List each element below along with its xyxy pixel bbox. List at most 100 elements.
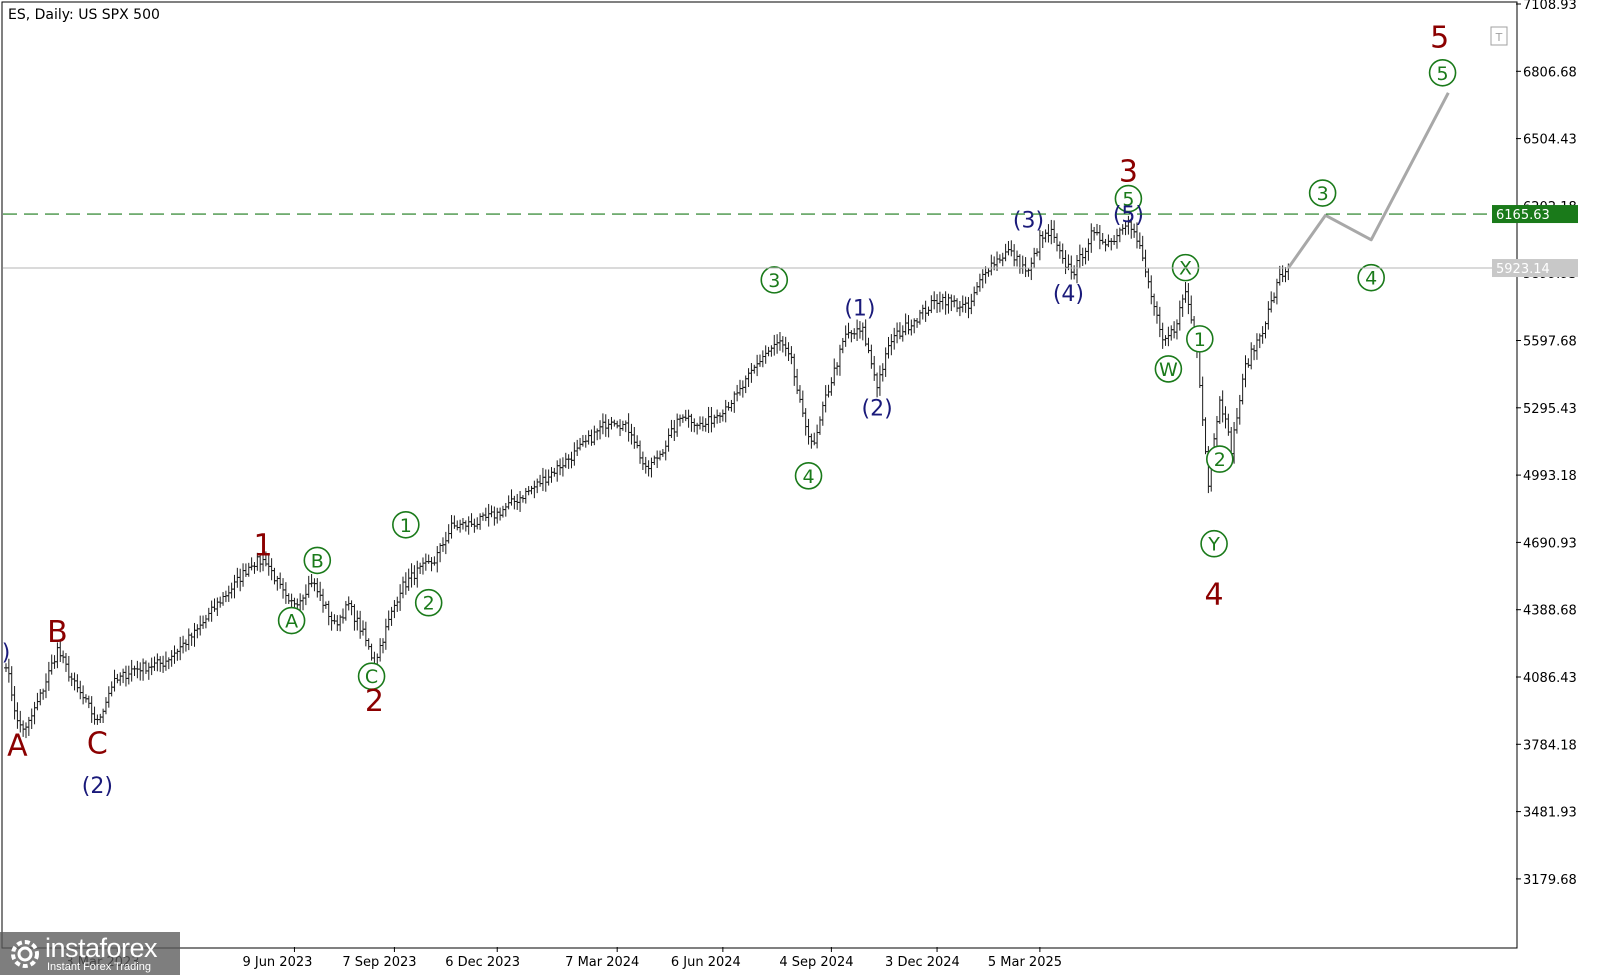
- y-tick-label: 3179.68: [1523, 873, 1577, 888]
- y-tick-label: 3784.18: [1523, 738, 1577, 753]
- x-tick-label: 9 Jun 2023: [242, 955, 312, 970]
- wave-label-circled: 5: [1114, 184, 1143, 213]
- wave-label-circled: C: [357, 662, 386, 691]
- wave-labels: )ABC(2)1ABC21234(1)(2)(3)(4)35(5)XW12Y43…: [2, 21, 1457, 799]
- wave-label-ring: [392, 510, 420, 539]
- y-tick-label: 4690.93: [1523, 536, 1577, 551]
- wave-label-circled: W: [1154, 355, 1183, 383]
- resistance-tag: [1492, 205, 1578, 224]
- y-tick-label: 4086.43: [1523, 671, 1577, 686]
- brand-watermark: instaforex Instant Forex Trading: [0, 932, 180, 975]
- x-tick-label: 6 Jun 2024: [671, 955, 741, 970]
- price-bars: [4, 215, 1291, 739]
- gear-logo-icon: [11, 940, 39, 968]
- wave-label: (3): [1013, 208, 1044, 233]
- wave-label-text: B: [311, 550, 324, 572]
- wave-label-text: Y: [1207, 534, 1220, 556]
- wave-label-ring: [794, 462, 823, 490]
- x-tick-label: 7 Sep 2023: [342, 955, 416, 970]
- wave-label-ring: [1200, 529, 1228, 558]
- y-tick-label: 4388.68: [1523, 604, 1577, 619]
- wave-label-ring: [1154, 355, 1183, 383]
- wave-label: A: [7, 729, 28, 764]
- x-tick-label: 6 Dec 2023: [445, 955, 520, 970]
- wave-label: (2): [82, 774, 113, 799]
- wave-label: 1: [253, 528, 272, 563]
- wave-label-text: 4: [802, 466, 814, 488]
- wave-label-circled: 1: [392, 510, 420, 539]
- y-tick-label: 4993.18: [1523, 469, 1577, 484]
- brand-tagline: Instant Forex Trading: [47, 961, 151, 973]
- wave-label-circled: B: [303, 546, 332, 575]
- wave-label-circled: 1: [1186, 325, 1214, 353]
- wave-label-text: 1: [400, 515, 412, 537]
- x-tick-label: 3 Dec 2024: [885, 955, 960, 970]
- wave-label-ring: [760, 266, 789, 294]
- y-tick-label: 6806.68: [1523, 65, 1577, 80]
- wave-label-ring: [1357, 263, 1385, 292]
- wave-label-text: 1: [1194, 329, 1206, 351]
- wave-label: 4: [1205, 577, 1224, 612]
- wave-label-ring: [1186, 325, 1214, 353]
- y-tick-label: 6504.43: [1523, 133, 1577, 148]
- wave-label-text: 5: [1122, 189, 1134, 211]
- wave-label-ring: [303, 546, 332, 575]
- wave-label-circled: 5: [1428, 58, 1457, 87]
- wave-label-ring: [1114, 184, 1143, 213]
- wave-label: (4): [1053, 282, 1084, 307]
- chart-corner-button[interactable]: T: [1490, 26, 1508, 46]
- wave-label-ring: [414, 588, 443, 617]
- levels: 6165.63 5923.14: [3, 205, 1578, 278]
- wave-label-text: 4: [1365, 268, 1377, 290]
- wave-label-circled: 2: [1206, 445, 1234, 473]
- trade-icon: T: [1495, 31, 1503, 44]
- wave-label: 5: [1430, 21, 1449, 56]
- wave-label: ): [2, 640, 11, 665]
- wave-label-circled: 3: [1308, 179, 1337, 207]
- wave-label-ring: [277, 606, 306, 635]
- wave-label-ring: [357, 662, 386, 691]
- wave-label-text: 2: [423, 593, 435, 615]
- wave-label: 3: [1119, 154, 1138, 189]
- wave-label: (1): [844, 296, 875, 321]
- wave-label: 2: [365, 684, 384, 719]
- wave-label-circled: Y: [1200, 529, 1228, 558]
- wave-label-ring: [1206, 445, 1234, 473]
- wave-label: (2): [861, 397, 892, 422]
- wave-label-text: 2: [1214, 449, 1226, 471]
- y-tick-label: 5597.68: [1523, 335, 1577, 350]
- current-price-label: 5923.14: [1496, 262, 1550, 277]
- wave-label-text: 3: [768, 270, 780, 292]
- resistance-label: 6165.63: [1496, 208, 1550, 223]
- wave-label-ring: [1308, 179, 1337, 207]
- wave-label-text: W: [1159, 359, 1178, 381]
- brand-name: instaforex: [45, 933, 158, 963]
- y-tick-label: 7108.93: [1523, 0, 1577, 13]
- wave-label-text: X: [1179, 258, 1192, 280]
- wave-label-circled: 4: [1357, 263, 1385, 292]
- x-tick-label: 5 Mar 2025: [988, 955, 1062, 970]
- wave-label-circled: 4: [794, 462, 823, 490]
- projection-line: [1287, 92, 1450, 269]
- wave-label-ring: [1428, 58, 1457, 87]
- x-tick-label: 4 Sep 2024: [779, 955, 853, 970]
- wave-label-text: 5: [1437, 63, 1449, 85]
- wave-label-text: A: [285, 611, 298, 633]
- wave-label-circled: 2: [414, 588, 443, 617]
- projection-path: [1287, 92, 1450, 269]
- wave-label-circled: 3: [760, 266, 789, 294]
- wave-label-circled: A: [277, 606, 306, 635]
- x-tick-label: 7 Mar 2024: [565, 955, 639, 970]
- wave-label: (5): [1113, 203, 1144, 228]
- chart-title: ES, Daily: US SPX 500: [8, 7, 160, 23]
- y-axis: 7108.936806.686504.436202.185899.935597.…: [1516, 0, 1577, 888]
- wave-label: C: [87, 727, 108, 762]
- y-tick-label: 5295.43: [1523, 402, 1577, 417]
- y-tick-label: 3481.93: [1523, 806, 1577, 821]
- plot-frame: [1, 1, 1518, 949]
- wave-label-text: 3: [1317, 183, 1329, 205]
- wave-label: B: [47, 615, 68, 650]
- current-price-tag: [1492, 259, 1578, 278]
